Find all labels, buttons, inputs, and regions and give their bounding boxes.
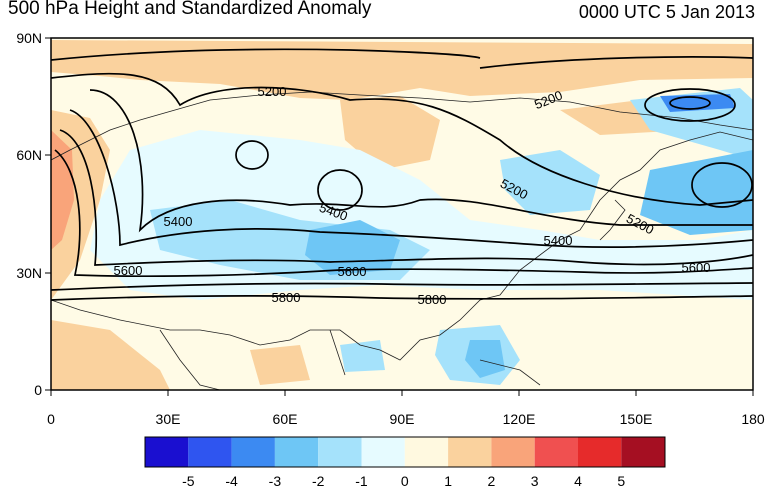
indonesia-coast <box>479 359 541 386</box>
colorbar-label: -5 <box>182 473 195 489</box>
contour-label: 5600 <box>682 260 711 275</box>
colorbar-swatch <box>231 437 275 467</box>
contour-label: 5200 <box>258 84 287 99</box>
x-tick-label: 30E <box>156 411 181 427</box>
contour-line <box>51 48 481 61</box>
colorbar-label: 2 <box>488 473 496 489</box>
contour-closed-low <box>235 140 269 170</box>
x-tick-label: 60E <box>273 411 298 427</box>
axis-ticks <box>45 37 754 396</box>
contour-line <box>479 56 753 69</box>
y-tick-label: 60N <box>16 147 42 163</box>
x-tick-label: 180 <box>741 411 765 427</box>
colorbar-label: -3 <box>269 473 282 489</box>
arctic-coast <box>51 91 753 161</box>
contour-line <box>59 129 753 266</box>
contour-closed-low <box>691 162 753 208</box>
x-tick-label: 0 <box>47 411 55 427</box>
contour-line <box>51 294 753 301</box>
contour-line <box>89 89 753 233</box>
coastlines <box>51 91 753 390</box>
contour-line <box>51 72 753 206</box>
contour-closed-low <box>644 88 736 122</box>
colorbar-swatch <box>578 437 622 467</box>
x-tick-label: 120E <box>503 411 536 427</box>
positive-anomaly-shading <box>51 40 753 390</box>
southern-asia-coast <box>51 131 753 361</box>
red-sea-coast <box>159 329 221 390</box>
colorbar-label: -2 <box>312 473 325 489</box>
arctic-warm-band <box>51 40 753 100</box>
africa-warm-patch <box>51 320 170 390</box>
colorbar-swatch <box>404 437 449 467</box>
south-china-sea-strong <box>465 340 505 378</box>
contour-line <box>51 282 753 291</box>
contour-closed-low <box>317 169 363 211</box>
map-field: 5200 5200 5200 5200 5400 5400 5400 5600 … <box>51 38 753 390</box>
x-tick-label: 90E <box>390 411 415 427</box>
contour-label: 5800 <box>418 292 447 307</box>
map-timestamp: 0000 UTC 5 Jan 2013 <box>578 2 755 22</box>
height-contours <box>51 48 753 301</box>
bay-of-bengal-cool <box>340 340 385 372</box>
colorbar-label: 1 <box>444 473 452 489</box>
x-tick-label: 150E <box>620 411 653 427</box>
map-title: 500 hPa Height and Standardized Anomaly <box>8 0 372 19</box>
colorbar-label: 4 <box>574 473 582 489</box>
colorbar-swatch <box>621 437 665 467</box>
colorbar-swatch <box>274 437 319 467</box>
colorbar-swatch <box>361 437 405 467</box>
colorbar-label: 5 <box>617 473 625 489</box>
contour-label: 5400 <box>164 214 193 229</box>
east-asia-cool <box>500 150 600 215</box>
contour-label: 5800 <box>272 290 301 305</box>
contour-label: 5600 <box>338 264 367 279</box>
colorbar-label: -1 <box>355 473 368 489</box>
contour-line <box>54 149 753 278</box>
colorbar-swatch <box>534 437 578 467</box>
y-axis-labels: 0 30N 60N 90N <box>16 30 42 398</box>
colorbar-label: 3 <box>531 473 539 489</box>
contour-line <box>69 109 753 248</box>
colorbar-swatch <box>448 437 492 467</box>
contour-labels: 5200 5200 5200 5200 5400 5400 5400 5600 … <box>114 84 711 307</box>
atlantic-strong-warm <box>51 130 74 250</box>
contour-label: 5400 <box>544 233 573 248</box>
north-pacific-cool <box>640 150 753 235</box>
y-tick-label: 90N <box>16 30 42 46</box>
x-axis-labels: 0 30E 60E 90E 120E 150E 180 <box>47 411 765 427</box>
colorbar-swatch <box>145 437 189 467</box>
colorbar-label: -4 <box>225 473 238 489</box>
japan-coast <box>599 199 626 241</box>
contour-label: 5600 <box>114 263 143 278</box>
y-tick-label: 0 <box>34 382 42 398</box>
arabian-sea-warm <box>250 345 310 385</box>
colorbar: -5 -4 -3 -2 -1 0 1 2 3 4 5 <box>144 436 666 489</box>
colorbar-frame <box>144 436 666 468</box>
y-tick-label: 30N <box>16 265 42 281</box>
contour-closed-low <box>669 96 711 110</box>
colorbar-swatch <box>188 437 232 467</box>
siberia-warm-patch <box>340 96 440 170</box>
colorbar-swatch <box>491 437 535 467</box>
colorbar-label: 0 <box>401 473 409 489</box>
colorbar-swatch <box>318 437 362 467</box>
india-coast <box>329 329 346 376</box>
